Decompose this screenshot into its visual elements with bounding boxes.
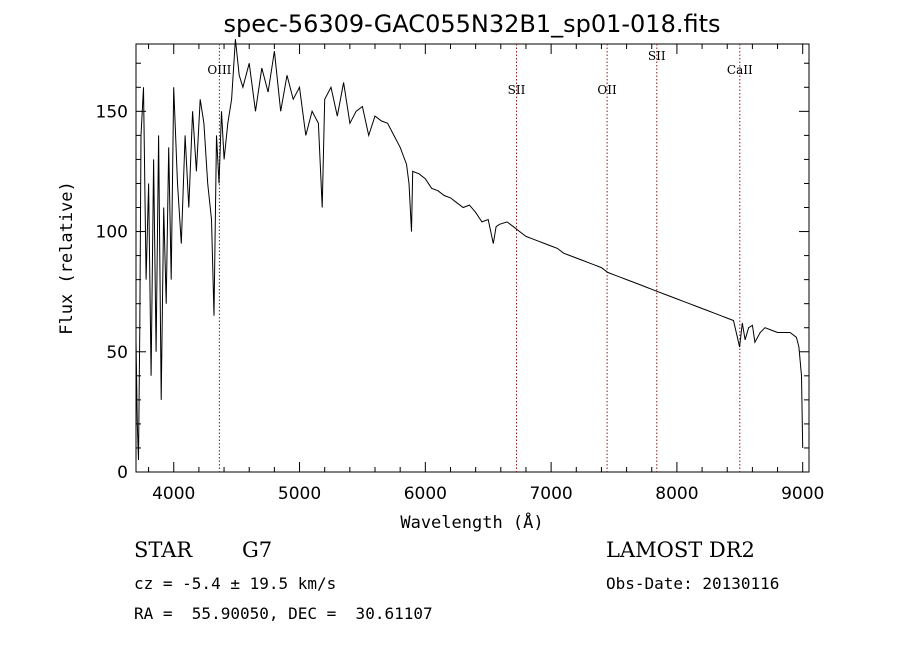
y-tick-label: 150 xyxy=(96,102,128,122)
x-tick-label: 9000 xyxy=(781,484,824,504)
spectral-line-label: SII xyxy=(648,49,666,63)
y-tick-label: 50 xyxy=(106,343,128,363)
spectral-line-label: CaII xyxy=(727,63,753,77)
x-tick-label: 5000 xyxy=(278,484,321,504)
object-subclass: G7 xyxy=(242,538,273,562)
spectral-line-label: SII xyxy=(508,83,526,97)
coordinates: RA = 55.90050, DEC = 30.61107 xyxy=(134,604,433,623)
x-tick-label: 4000 xyxy=(152,484,195,504)
x-tick-label: 6000 xyxy=(404,484,447,504)
observation-date: Obs-Date: 20130116 xyxy=(606,574,780,593)
y-axis-label: Flux (relative) xyxy=(57,181,77,335)
y-tick-label: 100 xyxy=(96,223,128,243)
y-tick-label: 0 xyxy=(117,463,128,483)
spectral-line-label: OII xyxy=(597,83,617,97)
survey-name: LAMOST DR2 xyxy=(606,538,755,562)
plot-frame xyxy=(135,43,810,473)
spectral-line-label: OIII xyxy=(207,63,231,77)
redshift-info: cz = -5.4 ± 19.5 km/s xyxy=(134,574,337,593)
axis-ticks: 4000 5000 6000 7000 8000 9000 0 50 100 150 xyxy=(96,44,824,504)
spectral-line-markers: OIII SII OII SII CaII xyxy=(207,44,753,472)
object-class: STAR xyxy=(134,538,193,562)
x-tick-label: 7000 xyxy=(529,484,572,504)
x-tick-label: 8000 xyxy=(655,484,698,504)
x-axis-label: Wavelength (Å) xyxy=(400,511,543,533)
chart-title: spec-56309-GAC055N32B1_sp01-018.fits xyxy=(223,10,720,38)
spectrum-line xyxy=(135,39,804,461)
